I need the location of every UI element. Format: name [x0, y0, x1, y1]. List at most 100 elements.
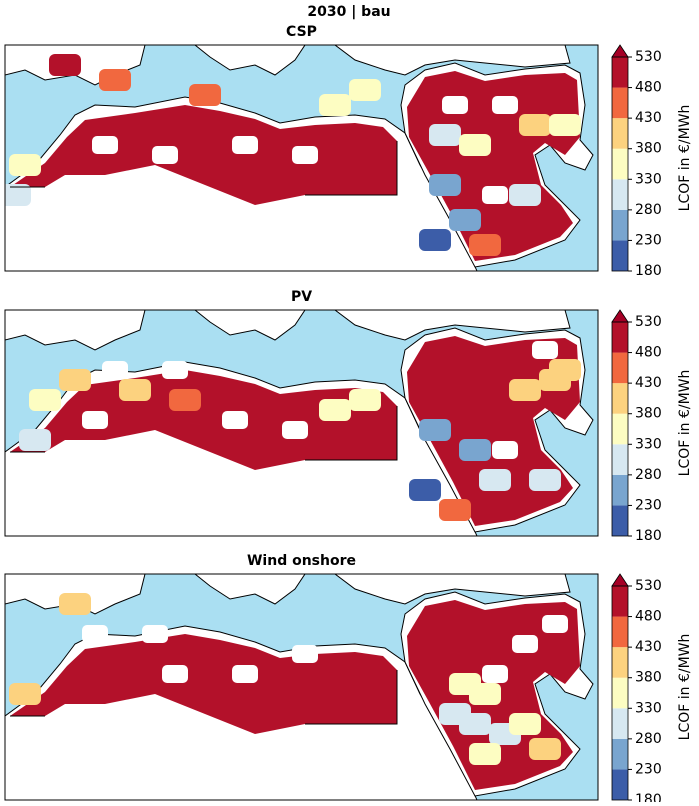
colorbar-bin [612, 586, 628, 617]
panel-title: CSP [286, 24, 317, 40]
lcof-patch [419, 419, 451, 441]
no-data [442, 96, 468, 114]
colorbar-bin [612, 209, 628, 241]
lcof-patch [509, 379, 541, 401]
colorbar-bin [612, 677, 628, 709]
colorbar-tick-label: 380 [635, 141, 662, 157]
no-data [222, 411, 248, 429]
map-body [5, 310, 598, 536]
map-body [5, 45, 598, 271]
colorbar-tick-label: 430 [635, 110, 662, 126]
colorbar-tick-label: 280 [635, 202, 662, 218]
lcof-patch [419, 229, 451, 251]
lcof-patch [5, 184, 31, 206]
land [334, 574, 571, 605]
colorbar-frame [611, 321, 629, 537]
colorbar-bin [612, 444, 628, 475]
colorbar-extend [611, 573, 629, 587]
colorbar-bin [612, 413, 628, 445]
lcof-patch [189, 84, 221, 106]
lcof-patch [19, 429, 51, 451]
colorbar-bin [612, 87, 628, 119]
no-data [482, 665, 508, 683]
no-data [292, 146, 318, 164]
lcof-patch [409, 479, 441, 501]
lcof-patch [59, 593, 91, 615]
colorbar-bin [612, 240, 628, 271]
colorbar-bin [612, 352, 628, 384]
colorbar-tick-label: 330 [635, 171, 662, 187]
border [305, 406, 398, 461]
lcof-patch [509, 713, 541, 735]
colorbar-bin [612, 322, 628, 353]
lcof-patch [429, 174, 461, 196]
colorbar-frame [611, 56, 629, 272]
lcof-patch [459, 439, 491, 461]
colorbar-tick-label: 530 [635, 314, 662, 330]
lcof-patch [469, 234, 501, 256]
lcof-patch [549, 359, 581, 381]
lcof-patch [349, 79, 381, 101]
no-data [232, 665, 258, 683]
no-data [232, 136, 258, 154]
lcof-patch [479, 469, 511, 491]
lcof-patch [59, 369, 91, 391]
colorbar-tick-label: 180 [635, 792, 662, 802]
lcof-patch [529, 469, 561, 491]
lcof-patch [459, 713, 491, 735]
colorbar-tick-label: 430 [635, 639, 662, 655]
colorbar-tick-label: 330 [635, 436, 662, 452]
lcof-patch [319, 399, 351, 421]
colorbar-tick-label: 180 [635, 528, 662, 544]
land [194, 574, 306, 605]
land [194, 310, 306, 341]
map-body [5, 574, 598, 800]
map-frame [4, 573, 599, 801]
lcof-patch [119, 379, 151, 401]
colorbar-tick-label: 480 [635, 609, 662, 625]
lcof-patch [29, 389, 61, 411]
no-data [102, 361, 128, 379]
lcof-patch [9, 154, 41, 176]
lcof-patch [469, 743, 501, 765]
lcof-patch [169, 389, 201, 411]
colorbar-tick-label: 230 [635, 232, 662, 248]
no-data [142, 625, 168, 643]
colorbar-label: LCOF in €/MWh [677, 634, 693, 741]
map [4, 309, 599, 537]
colorbar-bin [612, 738, 628, 770]
map [4, 573, 599, 801]
map-frame [4, 309, 599, 537]
lcof-patch [429, 124, 461, 146]
no-data [82, 625, 108, 643]
border [305, 670, 398, 725]
lcof-patch [9, 683, 41, 705]
colorbar-tick-label: 280 [635, 467, 662, 483]
colorbar-tick-label: 230 [635, 497, 662, 513]
colorbar-tick-label: 530 [635, 49, 662, 65]
no-data [532, 341, 558, 359]
lcof-patch [529, 738, 561, 760]
no-data [162, 361, 188, 379]
colorbar-label: LCOF in €/MWh [677, 370, 693, 477]
lcof-area [10, 370, 397, 470]
no-data [162, 665, 188, 683]
lcof-patch [99, 69, 131, 91]
map [4, 44, 599, 272]
border [305, 141, 398, 196]
lcof-patch [439, 499, 471, 521]
colorbar-tick-label: 330 [635, 700, 662, 716]
colorbar-bin [612, 769, 628, 800]
colorbar-tick-label: 480 [635, 80, 662, 96]
land [194, 45, 306, 76]
figure-title: 2030 | bau [307, 4, 390, 20]
colorbar-tick-label: 480 [635, 345, 662, 361]
colorbar-label: LCOF in €/MWh [677, 105, 693, 212]
land [334, 45, 571, 76]
no-data [292, 645, 318, 663]
colorbar-frame [611, 585, 629, 801]
colorbar-tick-label: 430 [635, 375, 662, 391]
lcof-area [10, 105, 397, 205]
colorbar-bin [612, 118, 628, 149]
